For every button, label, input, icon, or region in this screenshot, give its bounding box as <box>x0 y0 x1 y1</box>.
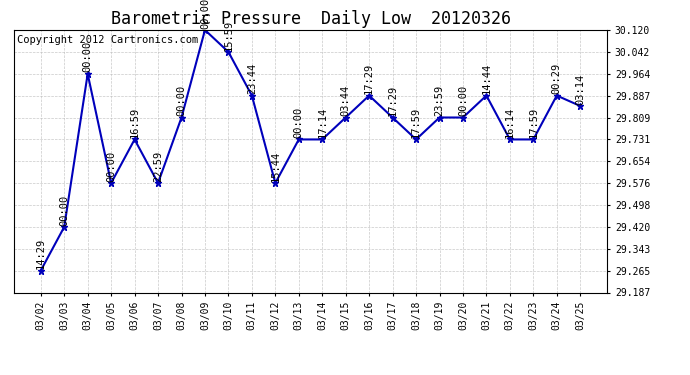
Text: 17:29: 17:29 <box>388 85 397 116</box>
Text: 16:59: 16:59 <box>130 107 139 138</box>
Text: 17:59: 17:59 <box>529 107 538 138</box>
Text: 00:00: 00:00 <box>106 150 116 182</box>
Text: 23:59: 23:59 <box>435 85 444 116</box>
Text: 00:00: 00:00 <box>294 107 304 138</box>
Text: 00:00: 00:00 <box>458 85 468 116</box>
Text: 00:29: 00:29 <box>552 63 562 94</box>
Text: 17:29: 17:29 <box>364 63 374 94</box>
Text: 15:44: 15:44 <box>270 150 280 182</box>
Text: 15:59: 15:59 <box>224 19 233 51</box>
Text: 00:00: 00:00 <box>177 85 186 116</box>
Text: 00:00: 00:00 <box>200 0 210 28</box>
Text: 03:44: 03:44 <box>341 85 351 116</box>
Text: 22:59: 22:59 <box>153 150 163 182</box>
Text: 16:14: 16:14 <box>505 107 515 138</box>
Title: Barometric Pressure  Daily Low  20120326: Barometric Pressure Daily Low 20120326 <box>110 10 511 28</box>
Text: 00:00: 00:00 <box>83 41 92 72</box>
Text: 00:00: 00:00 <box>59 194 69 225</box>
Text: 14:44: 14:44 <box>482 63 491 94</box>
Text: 14:29: 14:29 <box>36 238 46 269</box>
Text: 17:59: 17:59 <box>411 107 421 138</box>
Text: Copyright 2012 Cartronics.com: Copyright 2012 Cartronics.com <box>17 35 198 45</box>
Text: 17:14: 17:14 <box>317 107 327 138</box>
Text: 23:44: 23:44 <box>247 63 257 94</box>
Text: 03:14: 03:14 <box>575 73 585 105</box>
